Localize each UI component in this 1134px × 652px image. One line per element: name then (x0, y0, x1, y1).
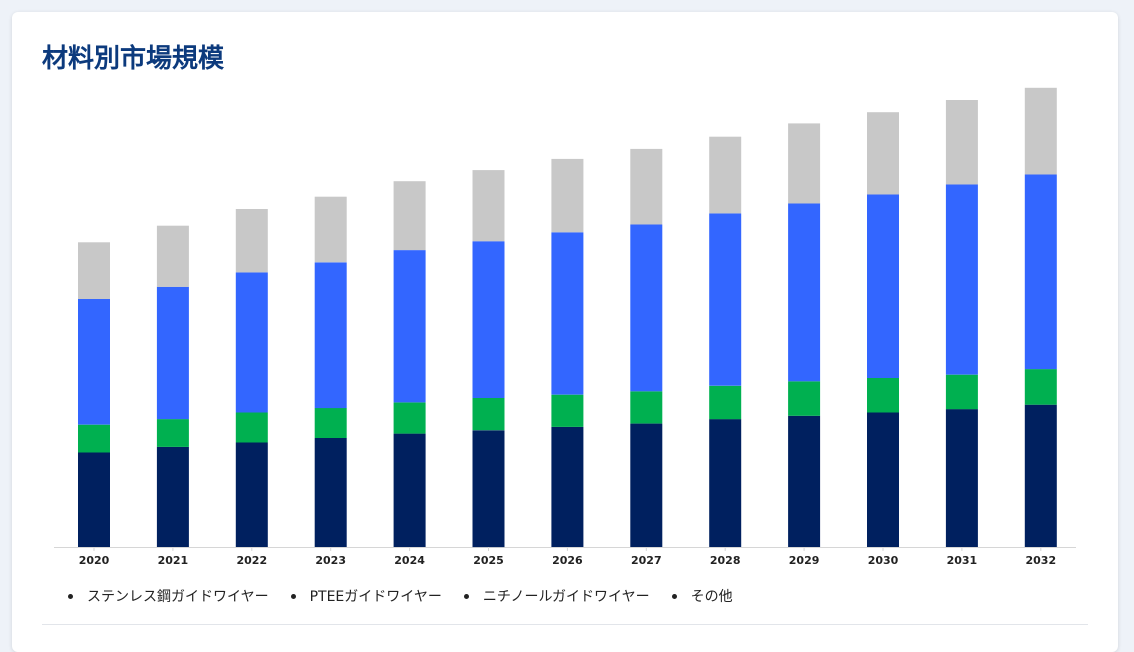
bar-segment-2029-0 (788, 415, 821, 547)
bar-segment-2021-2 (156, 286, 189, 420)
bar-segment-2026-0 (551, 426, 584, 547)
bar-segment-2025-2 (472, 241, 505, 398)
bar-segment-2020-3 (78, 242, 110, 299)
bar-segment-2022-0 (235, 442, 268, 547)
bar-segment-2025-3 (472, 170, 505, 242)
legend-item-ptee: PTEEガイドワイヤー (290, 586, 442, 606)
bar-segment-2026-2 (551, 232, 584, 395)
legend: ステンレス鋼ガイドワイヤー PTEEガイドワイヤー ニチノールガイドワイヤー そ… (68, 586, 733, 606)
bar-segment-2028-3 (709, 136, 742, 214)
legend-label: ニチノールガイドワイヤー (482, 589, 650, 605)
bar-segment-2024-0 (393, 433, 426, 547)
bar-segment-2022-2 (235, 272, 268, 413)
bar-segment-2028-2 (709, 213, 742, 386)
legend-bullet (68, 593, 73, 599)
bar-segment-2027-2 (630, 224, 663, 392)
bar-segment-2031-2 (945, 184, 978, 375)
bar-segment-2025-1 (472, 398, 505, 431)
bar-segment-2030-1 (867, 378, 899, 413)
x-tick-label-2023: 2023 (315, 554, 346, 567)
legend-label: その他 (690, 589, 733, 605)
bar-segment-2032-1 (1024, 369, 1057, 405)
chart-title: 材料別市場規模 (42, 44, 225, 74)
bar-segment-2021-3 (156, 225, 189, 287)
x-tick-label-2028: 2028 (710, 554, 741, 567)
bar-segment-2032-2 (1024, 174, 1057, 370)
bar-segment-2020-1 (78, 424, 110, 453)
bar-segment-2029-3 (788, 123, 821, 204)
bar-segment-2031-1 (945, 374, 978, 410)
bar-segment-2027-3 (630, 148, 663, 225)
bar-segment-2030-0 (867, 412, 899, 547)
stacked-bar-chart: 2020 2021 2022 2023 2024 2025 2026 2027 2028 2029… (54, 87, 1076, 567)
bar-segment-2024-3 (393, 181, 426, 251)
legend-bullet (671, 593, 677, 599)
bar-segment-2021-1 (156, 419, 189, 447)
divider (42, 624, 1088, 625)
x-tick-label-2021: 2021 (158, 554, 189, 567)
legend-bullet (290, 593, 296, 599)
bar-segment-2030-3 (867, 112, 899, 195)
bar-segment-2031-0 (945, 409, 978, 547)
bar-segment-2020-2 (78, 299, 110, 425)
bar-segment-2022-1 (235, 412, 268, 443)
legend-item-other: その他 (671, 586, 733, 606)
bar-segment-2032-3 (1024, 87, 1057, 175)
bar-segment-2032-0 (1024, 404, 1057, 547)
bar-segment-2028-0 (709, 419, 742, 547)
bar-segment-2023-0 (314, 438, 347, 547)
x-tick-label-2027: 2027 (631, 554, 662, 567)
bar-segment-2028-1 (709, 385, 742, 420)
x-tick-label-2020: 2020 (79, 554, 110, 567)
bar-segment-2029-2 (788, 203, 821, 382)
bar-segment-2030-2 (867, 194, 899, 378)
x-tick-label-2029: 2029 (789, 554, 820, 567)
bar-segment-2026-1 (551, 394, 584, 427)
bar-segment-2029-1 (788, 381, 821, 416)
x-tick-label-2026: 2026 (552, 554, 583, 567)
bar-segment-2024-1 (393, 402, 426, 434)
legend-item-nitinol: ニチノールガイドワイヤー (463, 586, 650, 606)
bar-segment-2027-0 (630, 423, 663, 547)
bar-segment-2021-0 (156, 446, 189, 547)
legend-label: ステンレス鋼ガイドワイヤー (87, 589, 269, 605)
legend-item-stainless: ステンレス鋼ガイドワイヤー (68, 586, 269, 606)
bar-segment-2026-3 (551, 158, 584, 233)
bar-segment-2023-3 (314, 196, 347, 263)
x-tick-label-2024: 2024 (394, 554, 425, 567)
legend-bullet (463, 593, 469, 599)
bar-segment-2020-0 (78, 452, 110, 547)
bar-segment-2031-3 (945, 100, 978, 185)
legend-label: PTEEガイドワイヤー (309, 589, 442, 605)
x-tick-label-2025: 2025 (473, 554, 504, 567)
bar-segment-2025-0 (472, 430, 505, 548)
bar-segment-2023-1 (314, 408, 347, 438)
x-tick-label-2031: 2031 (947, 554, 978, 567)
bar-segment-2027-1 (630, 391, 663, 424)
bar-segment-2022-3 (235, 209, 268, 273)
x-tick-label-2032: 2032 (1025, 554, 1056, 567)
bar-segment-2023-2 (314, 262, 347, 409)
x-tick-label-2030: 2030 (868, 554, 899, 567)
x-tick-label-2022: 2022 (236, 554, 267, 567)
bar-segment-2024-2 (393, 250, 426, 403)
